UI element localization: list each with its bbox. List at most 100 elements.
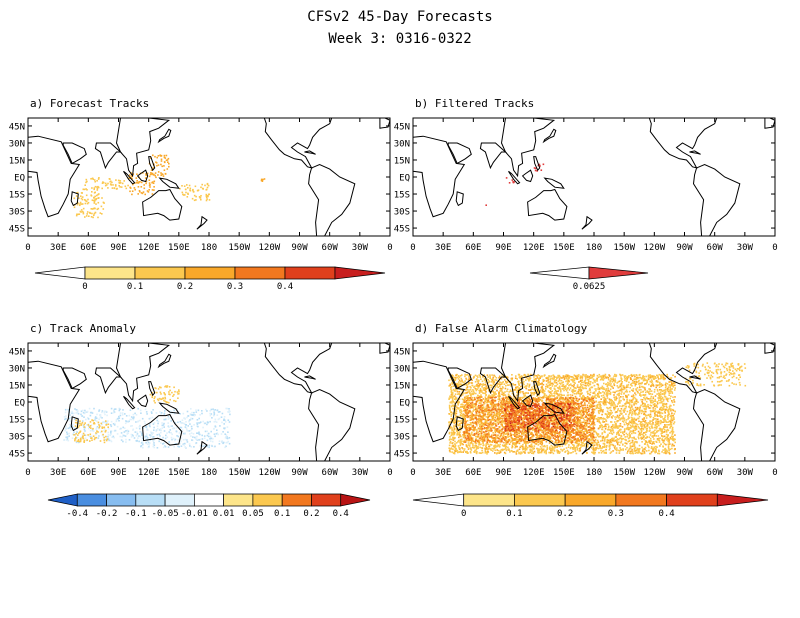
map-content bbox=[28, 343, 390, 461]
y-tick-label: 30N bbox=[394, 139, 410, 149]
colorbar-segment bbox=[615, 493, 667, 507]
coastline bbox=[508, 170, 521, 185]
y-tick-label: 15N bbox=[394, 156, 410, 166]
coastline bbox=[479, 367, 507, 395]
colorbar-segment bbox=[134, 266, 186, 280]
coastline bbox=[543, 177, 565, 189]
colorbar-segment bbox=[194, 493, 224, 507]
x-tick-label: 90E bbox=[110, 468, 126, 478]
x-tick-label: 0 bbox=[772, 468, 777, 478]
coastline bbox=[692, 163, 741, 236]
x-tick-label: 90W bbox=[291, 243, 308, 253]
y-tick-label: 15N bbox=[9, 381, 25, 391]
colorbar-segment bbox=[463, 493, 515, 507]
colorbar-segment bbox=[514, 493, 566, 507]
y-tick-label: 30S bbox=[394, 433, 410, 443]
panel-title: b) Filtered Tracks bbox=[415, 97, 534, 110]
coastline bbox=[196, 215, 208, 230]
coastline bbox=[28, 135, 81, 218]
colorbar-segment bbox=[76, 493, 107, 507]
y-tick-label: EQ bbox=[399, 399, 410, 409]
y-tick-label: 30N bbox=[394, 364, 410, 374]
colorbar-segment bbox=[223, 493, 254, 507]
coastline bbox=[543, 402, 565, 414]
map-background bbox=[28, 118, 390, 236]
x-tick-label: 30E bbox=[435, 243, 451, 253]
x-tick-label: 150E bbox=[168, 468, 190, 478]
shading-region bbox=[485, 204, 487, 206]
colorbar-segment bbox=[412, 493, 465, 507]
coastline bbox=[581, 440, 593, 455]
coastline bbox=[263, 343, 333, 394]
coastline bbox=[263, 118, 333, 169]
coastline bbox=[115, 343, 171, 403]
shading-region bbox=[505, 177, 515, 184]
coastline bbox=[94, 142, 122, 170]
coastlines bbox=[28, 343, 390, 461]
shading-region bbox=[503, 402, 576, 432]
x-tick-label: 90E bbox=[495, 243, 511, 253]
colorbar-label: 0.3 bbox=[608, 509, 624, 519]
x-tick-label: 30W bbox=[737, 243, 754, 253]
x-tick-label: 90E bbox=[495, 468, 511, 478]
shading-region bbox=[84, 177, 130, 190]
colorbar-segment bbox=[184, 266, 236, 280]
coastline bbox=[158, 402, 180, 414]
y-tick-label: 30N bbox=[9, 139, 25, 149]
y-tick-label: 30S bbox=[9, 433, 25, 443]
colorbar-segment bbox=[135, 493, 166, 507]
colorbar-label: -0.1 bbox=[125, 509, 147, 519]
coastline bbox=[527, 188, 568, 221]
x-tick-label: 180 bbox=[201, 468, 217, 478]
x-tick-label: 60E bbox=[80, 243, 96, 253]
map-content bbox=[413, 343, 775, 461]
colorbar-label: -0.01 bbox=[181, 509, 208, 519]
x-tick-label: 90W bbox=[676, 468, 693, 478]
coastline bbox=[648, 118, 718, 169]
coastline bbox=[308, 388, 356, 461]
colorbar-label: -0.2 bbox=[96, 509, 118, 519]
colorbar-label: 0.4 bbox=[658, 509, 674, 519]
x-tick-label: 0 bbox=[772, 243, 777, 253]
colorbar-segment bbox=[284, 266, 336, 280]
x-tick-label: 120W bbox=[643, 243, 665, 253]
y-tick-label: 15S bbox=[9, 416, 25, 426]
colorbar-segment bbox=[234, 266, 286, 280]
coastline bbox=[764, 343, 775, 354]
x-tick-label: 30E bbox=[50, 468, 66, 478]
figure-subtitle: Week 3: 0316-0322 bbox=[328, 31, 471, 47]
y-tick-label: 30S bbox=[394, 208, 410, 218]
coastline bbox=[455, 191, 464, 207]
coastline bbox=[689, 150, 701, 155]
y-tick-label: EQ bbox=[14, 399, 25, 409]
x-tick-label: 90W bbox=[676, 243, 693, 253]
coastline bbox=[136, 394, 149, 408]
colorbar-label: 0.0625 bbox=[573, 282, 606, 292]
shading-region bbox=[179, 182, 211, 202]
x-tick-label: 30E bbox=[435, 468, 451, 478]
coastline bbox=[479, 142, 507, 170]
coastline bbox=[455, 416, 464, 432]
x-tick-label: 180 bbox=[586, 243, 602, 253]
colorbar: 0.0625 bbox=[529, 266, 649, 292]
y-tick-label: 45N bbox=[9, 122, 25, 132]
y-tick-label: 45S bbox=[9, 225, 25, 235]
colorbar-label: 0.1 bbox=[127, 282, 143, 292]
x-tick-label: 60W bbox=[322, 243, 339, 253]
y-tick-label: EQ bbox=[14, 174, 25, 184]
coastlines bbox=[413, 343, 775, 461]
x-tick-label: 150W bbox=[613, 243, 635, 253]
coastline bbox=[308, 163, 356, 236]
coastline bbox=[447, 142, 472, 165]
x-tick-label: 150E bbox=[553, 243, 575, 253]
coastline bbox=[70, 191, 79, 207]
x-tick-label: 90E bbox=[110, 243, 126, 253]
coastline bbox=[413, 135, 466, 218]
y-tick-label: 45S bbox=[394, 225, 410, 235]
x-tick-label: 90W bbox=[291, 468, 308, 478]
y-tick-label: 15N bbox=[394, 381, 410, 391]
y-tick-label: 45S bbox=[394, 450, 410, 460]
map-background bbox=[28, 343, 390, 461]
